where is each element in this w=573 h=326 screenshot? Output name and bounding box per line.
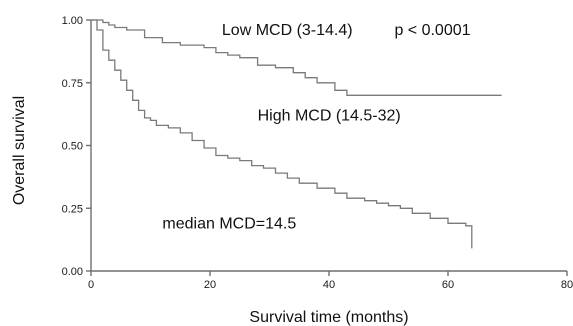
axis-ticks: 0 20 40 60 80 0.00 0.25 0.50 0.75 1.00 bbox=[62, 15, 573, 291]
survival-curves bbox=[91, 19, 502, 249]
low-mcd-label: Low MCD (3-14.4) bbox=[222, 22, 353, 39]
x-tick-label: 80 bbox=[561, 279, 573, 291]
high-mcd-curve bbox=[91, 19, 473, 249]
low-mcd-curve bbox=[91, 19, 502, 96]
p-value-label: p < 0.0001 bbox=[394, 22, 470, 39]
high-mcd-label: High MCD (14.5-32) bbox=[258, 107, 401, 124]
x-tick-label: 60 bbox=[442, 279, 454, 291]
median-mcd-label: median MCD=14.5 bbox=[162, 215, 296, 232]
x-tick-label: 0 bbox=[88, 279, 94, 291]
y-tick-label: 0.00 bbox=[62, 266, 83, 278]
y-axis-label: Overall survival bbox=[11, 96, 28, 205]
x-tick-label: 20 bbox=[204, 279, 216, 291]
y-tick-label: 0.75 bbox=[62, 78, 83, 90]
y-tick-label: 0.25 bbox=[62, 203, 83, 215]
x-axis-label: Survival time (months) bbox=[249, 309, 408, 326]
annotations: Low MCD (3-14.4) p < 0.0001 High MCD (14.5… bbox=[162, 22, 470, 232]
y-tick-label: 0.50 bbox=[62, 141, 83, 153]
axes bbox=[90, 20, 567, 272]
y-tick-label: 1.00 bbox=[62, 15, 83, 27]
x-tick-label: 40 bbox=[323, 279, 335, 291]
